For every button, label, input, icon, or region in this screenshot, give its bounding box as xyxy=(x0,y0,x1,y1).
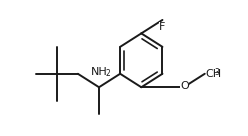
Text: O: O xyxy=(180,81,189,91)
Text: 2: 2 xyxy=(105,69,110,78)
Text: NH: NH xyxy=(91,67,107,77)
Text: F: F xyxy=(159,22,166,32)
Text: 3: 3 xyxy=(215,68,220,77)
Text: CH: CH xyxy=(206,69,222,79)
